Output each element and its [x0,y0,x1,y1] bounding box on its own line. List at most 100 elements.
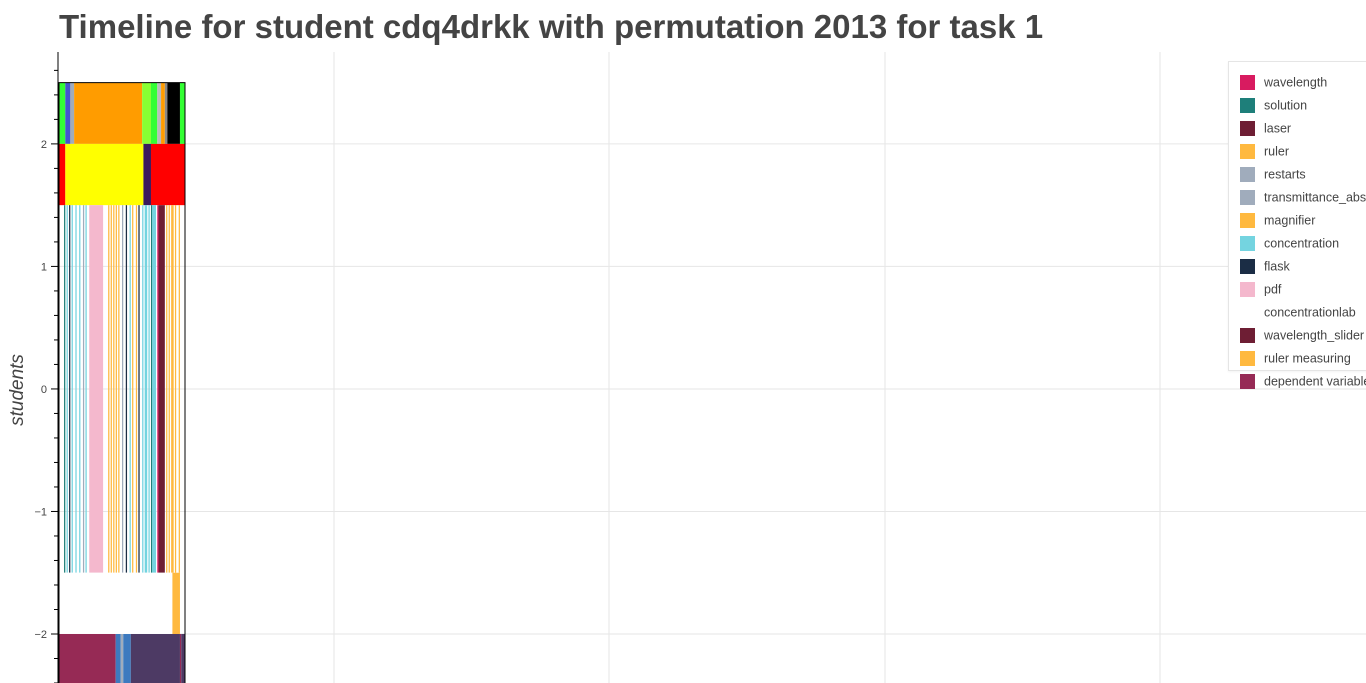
legend-item: magnifier [1240,212,1316,229]
legend-item: ruler [1240,143,1290,160]
timeline-segment [142,82,151,144]
legend-item: concentration [1240,235,1340,252]
legend-swatch [1240,213,1255,229]
timeline-segment [178,205,180,573]
legend-label: magnifier [1264,213,1316,228]
timeline-segment [181,633,185,683]
timeline-segment [59,143,66,206]
legend-label: ruler [1264,144,1290,159]
timeline-segment [64,205,66,573]
legend-label: solution [1264,98,1308,113]
timeline-segment [144,205,148,573]
timeline-segment [59,633,116,683]
timeline-segment [179,633,182,683]
chart-legend: wavelength solution laser ruler restarts tran… [1228,61,1366,390]
timeline-segment [171,205,174,573]
legend-item: laser [1240,120,1292,137]
legend-swatch [1240,98,1255,114]
y-tick-label: −2 [34,629,47,641]
legend-item: concentrationlab [1240,304,1356,321]
timeline-segment [157,205,159,573]
timeline-segment [148,205,150,573]
timeline-segment [158,205,165,573]
timeline-segment [65,143,144,206]
legend-item: flask [1240,258,1290,275]
timeline-segment [108,205,110,573]
legend-item: dependent variable [1240,373,1366,390]
legend-label: flask [1264,259,1290,274]
timeline-segment [85,205,87,573]
timeline-segment [179,82,185,144]
legend-label: laser [1264,121,1292,136]
legend-swatch [1240,328,1255,344]
timeline-segment [129,205,131,573]
timeline-segment [89,205,104,573]
y-axis-label: students [7,354,28,426]
legend-swatch [1240,75,1255,91]
legend-label: wavelength [1264,75,1328,90]
timeline-segment [150,82,158,144]
timeline-segment [118,205,120,573]
legend-swatch [1240,282,1255,298]
timeline-segment [135,205,138,573]
timeline-segment [130,633,180,683]
legend-item: ruler measuring [1240,350,1351,367]
legend-label: dependent variable [1264,374,1366,389]
y-tick-label: 2 [41,139,47,151]
timeline-segment [82,205,85,573]
legend-label: concentration [1264,236,1340,251]
y-tick-label: 0 [41,384,47,396]
timeline-segment [59,572,173,634]
legend-item: pdf [1240,281,1282,298]
timeline-segment [120,633,124,683]
legend-swatch [1240,190,1255,206]
timeline-segment [138,205,140,573]
legend-item: restarts [1240,166,1306,183]
legend-label: restarts [1264,167,1306,182]
timeline-bar-outline [58,82,186,683]
timeline-segment [70,82,75,144]
legend-item: solution [1240,97,1308,114]
legend-label: concentrationlab [1264,305,1356,320]
legend-swatch [1240,236,1255,252]
timeline-segment [123,633,131,683]
timeline-segment [75,205,77,573]
timeline-segment [152,205,157,573]
timeline-segment [172,572,180,634]
timeline-segment [142,205,144,573]
timeline-segment [143,143,151,206]
legend-swatch [1240,351,1255,367]
timeline-segment [174,205,177,573]
legend-swatch [1240,167,1255,183]
timeline-segment [150,143,185,206]
timeline-segment [157,82,162,144]
timeline-segment [167,82,180,144]
timeline-segment [115,205,117,573]
y-tick-label: 1 [41,261,47,273]
timeline-segment [125,205,128,573]
legend-swatch [1240,374,1255,390]
legend-swatch [1240,259,1255,275]
legend-label: transmittance_abs [1264,190,1366,205]
legend-item: transmittance_abs [1240,189,1366,206]
timeline-segment [122,205,124,573]
legend-label: ruler measuring [1264,351,1351,366]
timeline-segment [168,205,170,573]
timeline-segment [79,205,81,573]
timeline-segment [132,205,134,573]
timeline-segment [166,205,168,573]
timeline-segment [59,82,66,144]
chart-title: Timeline for student cdq4drkk with permu… [59,8,1044,45]
y-tick-label: −1 [34,506,47,518]
timeline-segment [150,205,153,573]
timeline-segment [71,205,73,573]
timeline-segment [110,205,112,573]
timeline-segment [74,82,143,144]
timeline-segment [161,82,165,144]
legend-item: wavelength_slider [1240,327,1364,344]
legend-swatch [1240,121,1255,137]
legend-swatch [1240,144,1255,160]
legend-item: wavelength [1240,74,1328,91]
legend-label: pdf [1264,282,1282,297]
